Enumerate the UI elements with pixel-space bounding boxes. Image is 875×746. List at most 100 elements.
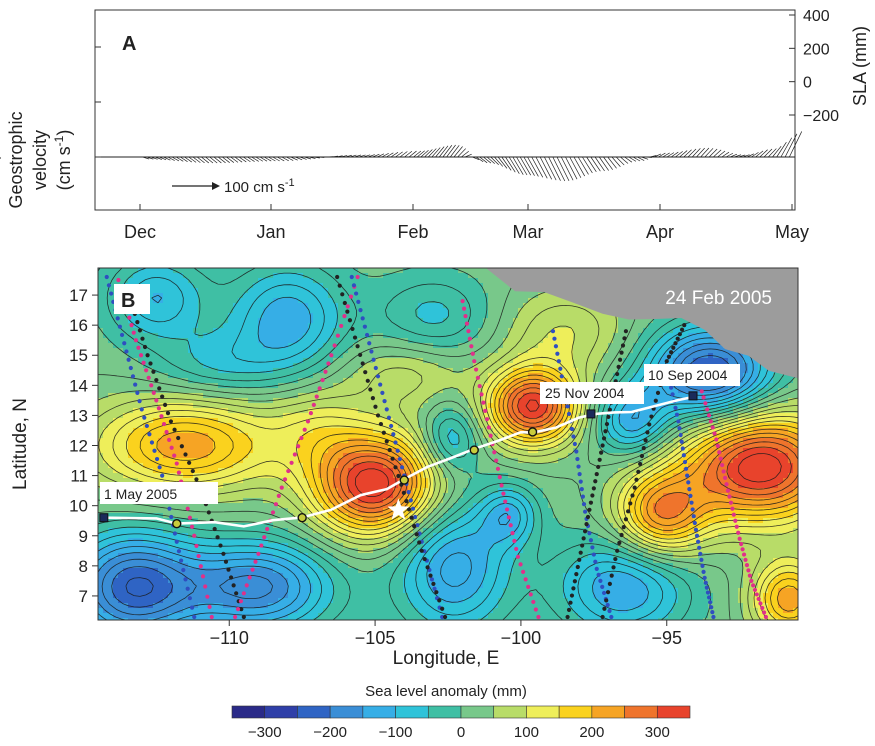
sla-cell — [288, 533, 294, 539]
sla-cell — [368, 463, 374, 469]
sla-cell — [223, 513, 229, 519]
sla-cell — [253, 338, 259, 344]
sla-cell — [223, 483, 229, 489]
velocity-stick — [213, 156, 222, 164]
velocity-stick — [789, 131, 803, 158]
sla-cell — [428, 583, 434, 589]
velocity-stick — [226, 156, 235, 163]
sla-cell — [298, 333, 304, 339]
sla-cell — [228, 593, 234, 599]
sla-cell — [358, 363, 364, 369]
sla-cell — [148, 603, 154, 609]
velocity-stick — [188, 156, 197, 163]
sla-cell — [358, 593, 364, 599]
sla-cell — [403, 398, 409, 404]
sla-cell — [148, 298, 154, 304]
velocity-stick — [408, 150, 417, 158]
sla-cell — [293, 303, 299, 309]
sla-cell — [163, 378, 169, 384]
sla-cell — [253, 548, 259, 554]
sla-cell — [178, 418, 184, 424]
sla-cell — [168, 553, 174, 559]
sla-cell — [343, 513, 349, 519]
sla-cell — [148, 473, 154, 479]
sla-cell — [373, 563, 379, 569]
sla-cell — [248, 433, 254, 439]
sla-cell — [138, 508, 144, 514]
sla-cell — [213, 313, 219, 319]
sla-cell — [193, 513, 199, 519]
sla-cell — [108, 503, 114, 509]
sla-cell — [218, 418, 224, 424]
sla-cell — [128, 443, 134, 449]
sla-cell — [208, 473, 214, 479]
sla-cell — [428, 543, 434, 549]
sla-cell — [238, 538, 244, 544]
sla-cell — [203, 278, 209, 284]
sla-cell — [333, 358, 339, 364]
sla-cell — [308, 403, 314, 409]
sla-cell — [213, 343, 219, 349]
sla-cell — [423, 318, 429, 324]
sla-cell — [368, 478, 374, 484]
sla-cell — [168, 328, 174, 334]
velocity-stick — [544, 156, 557, 181]
sla-cell — [98, 468, 104, 474]
sla-cell — [183, 383, 189, 389]
sla-cell — [428, 413, 434, 419]
sla-cell — [258, 593, 264, 599]
sla-cell — [333, 498, 339, 504]
sla-cell — [353, 608, 359, 614]
sla-cell — [208, 378, 214, 384]
sla-cell — [258, 463, 264, 469]
sla-cell — [383, 413, 389, 419]
sla-cell — [218, 308, 224, 314]
sla-cell — [248, 328, 254, 334]
sla-cell — [283, 308, 289, 314]
sla-cell — [138, 383, 144, 389]
sla-cell — [403, 558, 409, 564]
sla-cell — [123, 513, 129, 519]
velocity-stick — [399, 151, 408, 158]
sla-cell — [383, 468, 389, 474]
sla-cell — [343, 578, 349, 584]
sla-cell — [273, 308, 279, 314]
sla-cell — [243, 618, 249, 620]
sla-cell — [278, 293, 284, 299]
sla-cell — [303, 613, 309, 619]
sla-cell — [323, 393, 329, 399]
sla-cell — [418, 463, 424, 469]
sla-cell — [233, 443, 239, 449]
sla-cell — [393, 328, 399, 334]
sla-cell — [378, 583, 384, 589]
sla-cell — [183, 588, 189, 594]
sla-cell — [133, 578, 139, 584]
sla-cell — [103, 303, 109, 309]
sla-cell — [338, 538, 344, 544]
sla-cell — [218, 473, 224, 479]
sla-cell — [158, 428, 164, 434]
sla-cell — [98, 573, 104, 579]
sla-cell — [398, 548, 404, 554]
sla-cell — [393, 598, 399, 604]
sla-cell — [258, 553, 264, 559]
sla-cell — [418, 598, 424, 604]
sla-cell — [403, 403, 409, 409]
sla-cell — [218, 433, 224, 439]
sla-cell — [413, 383, 419, 389]
sla-cell — [408, 468, 414, 474]
sla-cell — [418, 613, 424, 619]
sla-cell — [203, 383, 209, 389]
sla-cell — [133, 458, 139, 464]
sla-cell — [153, 543, 159, 549]
sla-cell — [123, 533, 129, 539]
sla-cell — [113, 548, 119, 554]
sla-cell — [288, 593, 294, 599]
sla-cell — [408, 278, 414, 284]
sla-cell — [263, 598, 269, 604]
sla-cell — [138, 573, 144, 579]
sla-cell — [108, 453, 114, 459]
sla-cell — [348, 503, 354, 509]
sla-cell — [258, 388, 264, 394]
sla-cell — [413, 313, 419, 319]
